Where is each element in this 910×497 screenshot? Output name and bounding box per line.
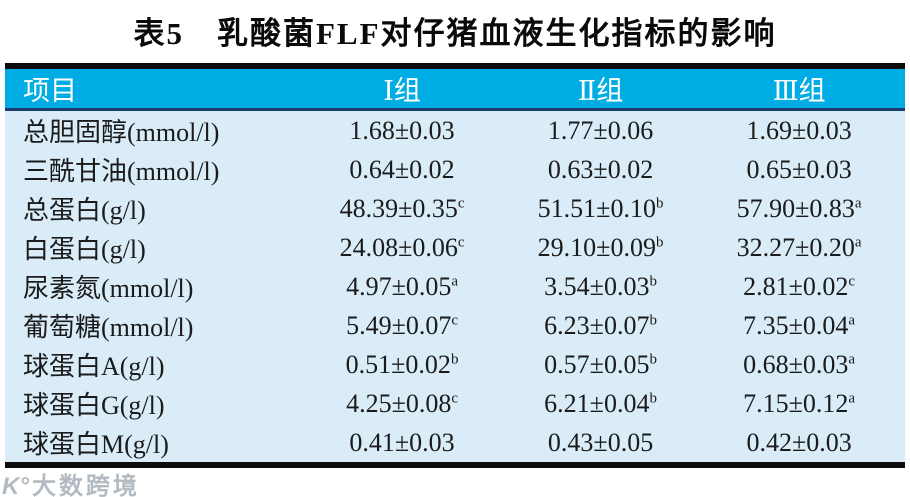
significance-superscript: b [649,311,657,328]
watermark-logo-icon: K° [2,473,29,497]
row-item-label: 三酰甘油(mmol/l) [23,157,220,186]
row-item-label: 白蛋白(g/l) [23,235,146,264]
significance-superscript: a [848,311,856,328]
row-value-cell: 29.10±0.09b [537,232,664,262]
table-row: 三酰甘油(mmol/l) 0.64±0.02 0.63±0.02 0.65±0.03 [5,150,905,189]
row-value-cell: 32.27±0.20a [736,232,862,262]
row-item-label: 尿素氮(mmol/l) [23,274,194,303]
row-value-cell: 0.51±0.02b [345,349,459,379]
row-value-cell: 6.23±0.07b [544,310,657,340]
table-row: 总蛋白(g/l) 48.39±0.35c 51.51±0.10b 57.90±0.83… [5,189,905,228]
significance-superscript: b [450,350,459,367]
row-value-cell: 0.57±0.05b [544,349,657,379]
row-value-cell: 1.77±0.06 [547,115,654,145]
table-row: 球蛋白A(g/l) 0.51±0.02b 0.57±0.05b 0.68±0.03a [5,345,905,384]
row-value-cell: 0.68±0.03a [743,349,856,379]
header-group-1: Ⅰ组 [383,76,421,106]
significance-superscript: b [649,272,657,289]
table-row: 尿素氮(mmol/l) 4.97±0.05a 3.54±0.03b 2.81±0.02… [5,267,905,306]
header-group-3: Ⅲ组 [772,76,826,106]
row-value-cell: 0.42±0.03 [746,427,852,457]
significance-superscript: b [649,350,657,367]
row-item-label: 总胆固醇(mmol/l) [23,118,220,147]
significance-superscript: a [451,272,459,289]
row-value-cell: 2.81±0.02c [743,271,856,301]
watermark: K° 大数跨境 [2,466,140,497]
table-title: 表5 乳酸菌FLF对仔猪血液生化指标的影响 [133,16,777,51]
row-value-cell: 1.69±0.03 [746,115,852,145]
row-value-cell: 0.65±0.03 [746,154,852,184]
table-row: 球蛋白M(g/l) 0.41±0.03 0.43±0.05 0.42±0.03 [5,423,905,465]
table-header: 项目 Ⅰ组 Ⅱ组 Ⅲ组 [5,66,905,110]
row-value-cell: 5.49±0.07c [346,310,459,340]
row-value-cell: 0.43±0.05 [547,427,654,457]
header-item-column: 项目 [23,76,77,106]
row-value-cell: 7.15±0.12a [743,388,856,418]
table-row: 球蛋白G(g/l) 4.25±0.08c 6.21±0.04b 7.15±0.12a [5,384,905,423]
row-value-cell: 4.97±0.05a [346,271,459,301]
header-group-2: Ⅱ组 [577,76,624,106]
significance-superscript: b [649,389,657,406]
row-value-cell: 57.90±0.83a [736,193,862,223]
row-item-label: 葡萄糖(mmol/l) [23,313,194,342]
significance-superscript: b [655,194,664,211]
row-item-label: 球蛋白G(g/l) [23,391,165,420]
row-value-cell: 48.39±0.35c [339,193,465,223]
table-row: 总胆固醇(mmol/l) 1.68±0.03 1.77±0.06 1.69±0.03 [5,110,905,151]
row-value-cell: 1.68±0.03 [349,115,455,145]
row-value-cell: 7.35±0.04a [743,310,856,340]
row-value-cell: 0.63±0.02 [547,154,654,184]
row-value-cell: 6.21±0.04b [544,388,657,418]
table-body: 总胆固醇(mmol/l) 1.68±0.03 1.77±0.06 1.69±0.03 三… [5,109,905,465]
biochem-indicators-table: 项目 Ⅰ组 Ⅱ组 Ⅲ组 总胆固醇(mmol/l) 1.68±0.03 1.77±0.… [5,63,905,468]
table-row: 白蛋白(g/l) 24.08±0.06c 29.10±0.09b 32.27±0.20… [5,228,905,267]
significance-superscript: a [854,194,862,211]
watermark-text: 大数跨境 [31,473,140,497]
row-value-cell: 24.08±0.06c [339,232,465,262]
table-row: 葡萄糖(mmol/l) 5.49±0.07c 6.23±0.07b 7.35±0.04… [5,306,905,345]
row-value-cell: 3.54±0.03b [544,271,657,301]
significance-superscript: a [848,350,856,367]
significance-superscript: c [451,311,459,328]
row-value-cell: 51.51±0.10b [537,193,664,223]
significance-superscript: a [854,233,862,250]
significance-superscript: a [848,389,856,406]
significance-superscript: c [457,233,465,250]
significance-superscript: c [457,194,465,211]
row-item-label: 球蛋白M(g/l) [23,430,169,459]
header-row: 项目 Ⅰ组 Ⅱ组 Ⅲ组 [5,66,905,110]
row-value-cell: 4.25±0.08c [346,388,459,418]
significance-superscript: c [848,272,856,289]
significance-superscript: c [451,389,459,406]
significance-superscript: b [655,233,664,250]
row-value-cell: 0.41±0.03 [349,427,455,457]
row-item-label: 球蛋白A(g/l) [23,352,165,381]
row-value-cell: 0.64±0.02 [349,154,455,184]
row-item-label: 总蛋白(g/l) [23,196,146,225]
